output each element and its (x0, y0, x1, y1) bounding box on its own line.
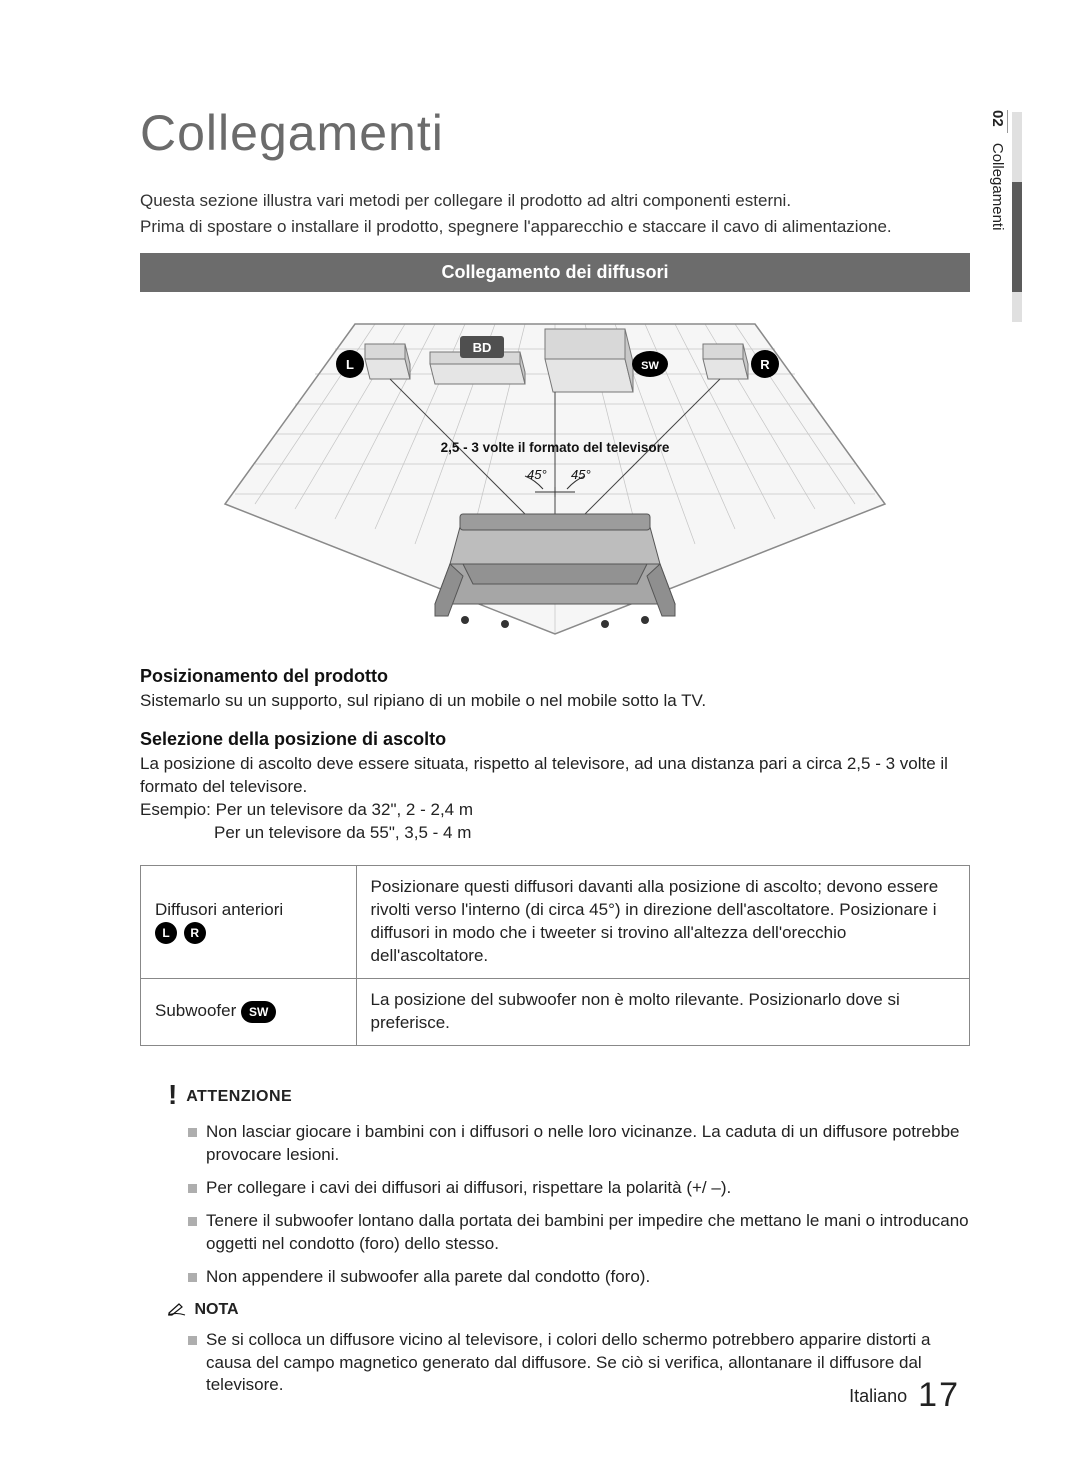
caution-list: Non lasciar giocare i bambini con i diff… (140, 1121, 970, 1289)
diagram-angle-left: 45° (527, 467, 547, 482)
row2-label-cell: Subwoofer SW (141, 978, 357, 1045)
positioning-heading: Posizionamento del prodotto (140, 664, 970, 688)
badge-r-icon: R (184, 922, 206, 944)
side-stripe (1012, 112, 1022, 322)
listening-text: La posizione di ascolto deve essere situ… (140, 753, 970, 799)
diagram-label-l: L (346, 357, 354, 372)
table-row: Diffusori anteriori L R Posizionare ques… (141, 865, 970, 978)
diagram-label-bd: BD (473, 340, 492, 355)
speaker-diagram: L BD SW R (140, 304, 970, 644)
row1-text: Posizionare questi diffusori davanti all… (356, 865, 969, 978)
intro-p1: Questa sezione illustra vari metodi per … (140, 190, 970, 213)
nota-heading: NOTA (168, 1299, 970, 1323)
badge-sw-icon: SW (241, 1001, 276, 1023)
row2-label: Subwoofer (155, 1001, 236, 1020)
page-title: Collegamenti (140, 100, 970, 168)
intro-p2: Prima di spostare o installare il prodot… (140, 216, 970, 239)
listening-heading: Selezione della posizione di ascolto (140, 727, 970, 751)
caution-heading: ! ATTENZIONE (140, 1076, 970, 1114)
section-heading: Collegamento dei diffusori (140, 253, 970, 291)
row1-label-cell: Diffusori anteriori L R (141, 865, 357, 978)
example-2: Per un televisore da 55", 3,5 - 4 m (214, 823, 471, 842)
caution-block: ! ATTENZIONE Non lasciar giocare i bambi… (140, 1076, 970, 1289)
list-item: Non appendere il subwoofer alla parete d… (188, 1266, 970, 1289)
list-item: Tenere il subwoofer lontano dalla portat… (188, 1210, 970, 1256)
example-lines: Esempio: Per un televisore da 32", 2 - 2… (140, 799, 970, 845)
badge-l-icon: L (155, 922, 177, 944)
diagram-label-sw: SW (641, 360, 659, 372)
list-item: Non lasciar giocare i bambini con i diff… (188, 1121, 970, 1167)
chapter-number: 02 (987, 110, 1008, 133)
table-row: Subwoofer SW La posizione del subwoofer … (141, 978, 970, 1045)
note-icon (168, 1301, 186, 1323)
nota-heading-text: NOTA (194, 1301, 238, 1318)
example-label: Esempio: (140, 800, 211, 819)
list-item: Per collegare i cavi dei diffusori ai di… (188, 1177, 970, 1200)
positioning-text: Sistemarlo su un supporto, sul ripiano d… (140, 690, 970, 713)
example-1: Per un televisore da 32", 2 - 2,4 m (216, 800, 473, 819)
page-footer: Italiano 17 (849, 1373, 960, 1419)
footer-lang: Italiano (849, 1386, 907, 1406)
diagram-distance-text: 2,5 - 3 volte il formato del televisore (441, 440, 670, 455)
nota-list: Se si colloca un diffusore vicino al tel… (140, 1329, 970, 1398)
row1-label: Diffusori anteriori (155, 900, 283, 919)
speakers-table: Diffusori anteriori L R Posizionare ques… (140, 865, 970, 1046)
row2-text: La posizione del subwoofer non è molto r… (356, 978, 969, 1045)
nota-block: NOTA Se si colloca un diffusore vicino a… (140, 1299, 970, 1397)
diagram-angle-right: 45° (571, 467, 591, 482)
intro-text: Questa sezione illustra vari metodi per … (140, 190, 970, 240)
footer-page: 17 (918, 1376, 960, 1414)
chapter-title: Collegamenti (989, 143, 1006, 231)
diagram-label-r: R (760, 357, 770, 372)
warning-icon: ! (168, 1079, 178, 1110)
caution-heading-text: ATTENZIONE (186, 1088, 292, 1105)
side-tab: 02 Collegamenti (987, 110, 1008, 230)
